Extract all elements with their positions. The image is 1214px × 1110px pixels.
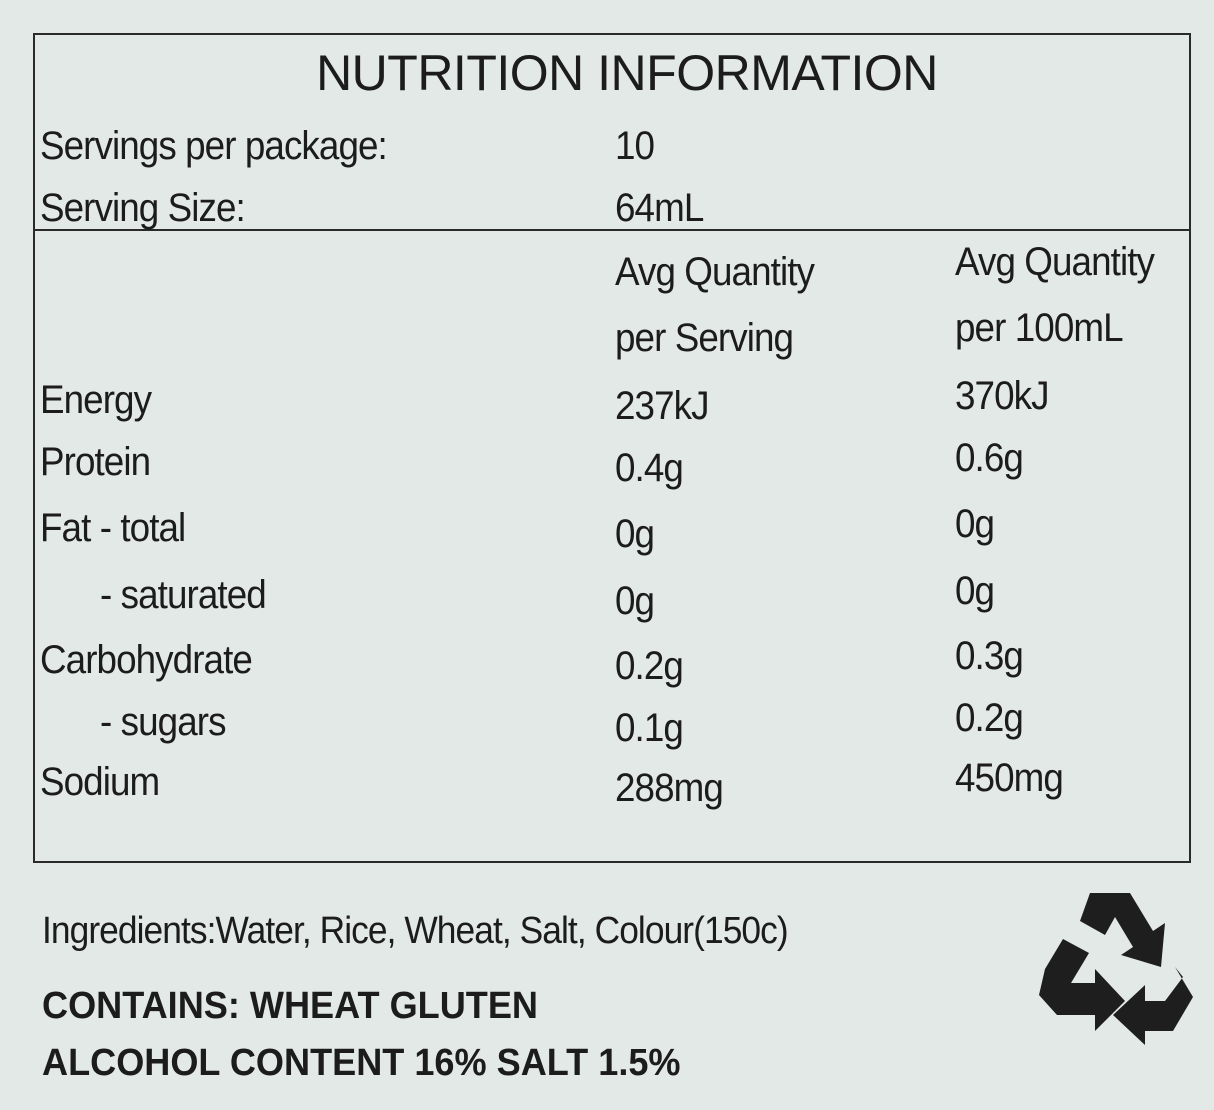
per-100ml-value: 0.6g (955, 436, 1024, 480)
per-serving-value: 0.1g (615, 706, 684, 750)
row-label: - sugars (100, 700, 226, 744)
serving-size-value: 64mL (615, 186, 704, 230)
per-serving-value: 0g (615, 579, 655, 623)
servings-label: Servings per package: (40, 124, 388, 168)
per-100ml-value: 0g (955, 569, 995, 613)
column-header: Avg Quantity (615, 250, 815, 294)
column-header: Avg Quantity (955, 240, 1155, 284)
ingredients: Ingredients:Water, Rice, Wheat, Salt, Co… (42, 910, 789, 952)
per-serving-value: 237kJ (615, 384, 710, 428)
per-serving-value: 0.2g (615, 644, 684, 688)
row-label: Sodium (40, 760, 160, 804)
row-label: Fat - total (40, 506, 186, 550)
per-serving-value: 288mg (615, 766, 724, 810)
recycle-icon (1039, 893, 1193, 1045)
per-serving-value: 0.4g (615, 446, 684, 490)
per-100ml-value: 0g (955, 502, 995, 546)
label-border (33, 33, 1191, 863)
per-100ml-value: 0.2g (955, 696, 1024, 740)
column-header: per Serving (615, 316, 794, 360)
servings-value: 10 (615, 124, 655, 168)
row-label: Carbohydrate (40, 638, 253, 682)
alcohol-content: ALCOHOL CONTENT 16% SALT 1.5% (42, 1042, 681, 1084)
column-header: per 100mL (955, 306, 1124, 350)
row-label: Energy (40, 378, 152, 422)
divider (33, 229, 1191, 231)
per-100ml-value: 370kJ (955, 374, 1050, 418)
contains: CONTAINS: WHEAT GLUTEN (42, 985, 538, 1027)
per-100ml-value: 0.3g (955, 634, 1024, 678)
serving-size-label: Serving Size: (40, 186, 246, 230)
row-label: Protein (40, 440, 151, 484)
title: NUTRITION INFORMATION (316, 45, 938, 101)
per-100ml-value: 450mg (955, 756, 1064, 800)
per-serving-value: 0g (615, 512, 655, 556)
row-label: - saturated (100, 573, 267, 617)
